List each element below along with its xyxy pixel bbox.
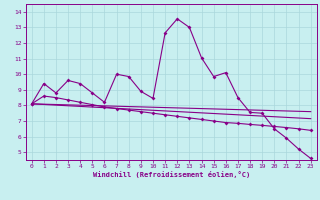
X-axis label: Windchill (Refroidissement éolien,°C): Windchill (Refroidissement éolien,°C)	[92, 171, 250, 178]
